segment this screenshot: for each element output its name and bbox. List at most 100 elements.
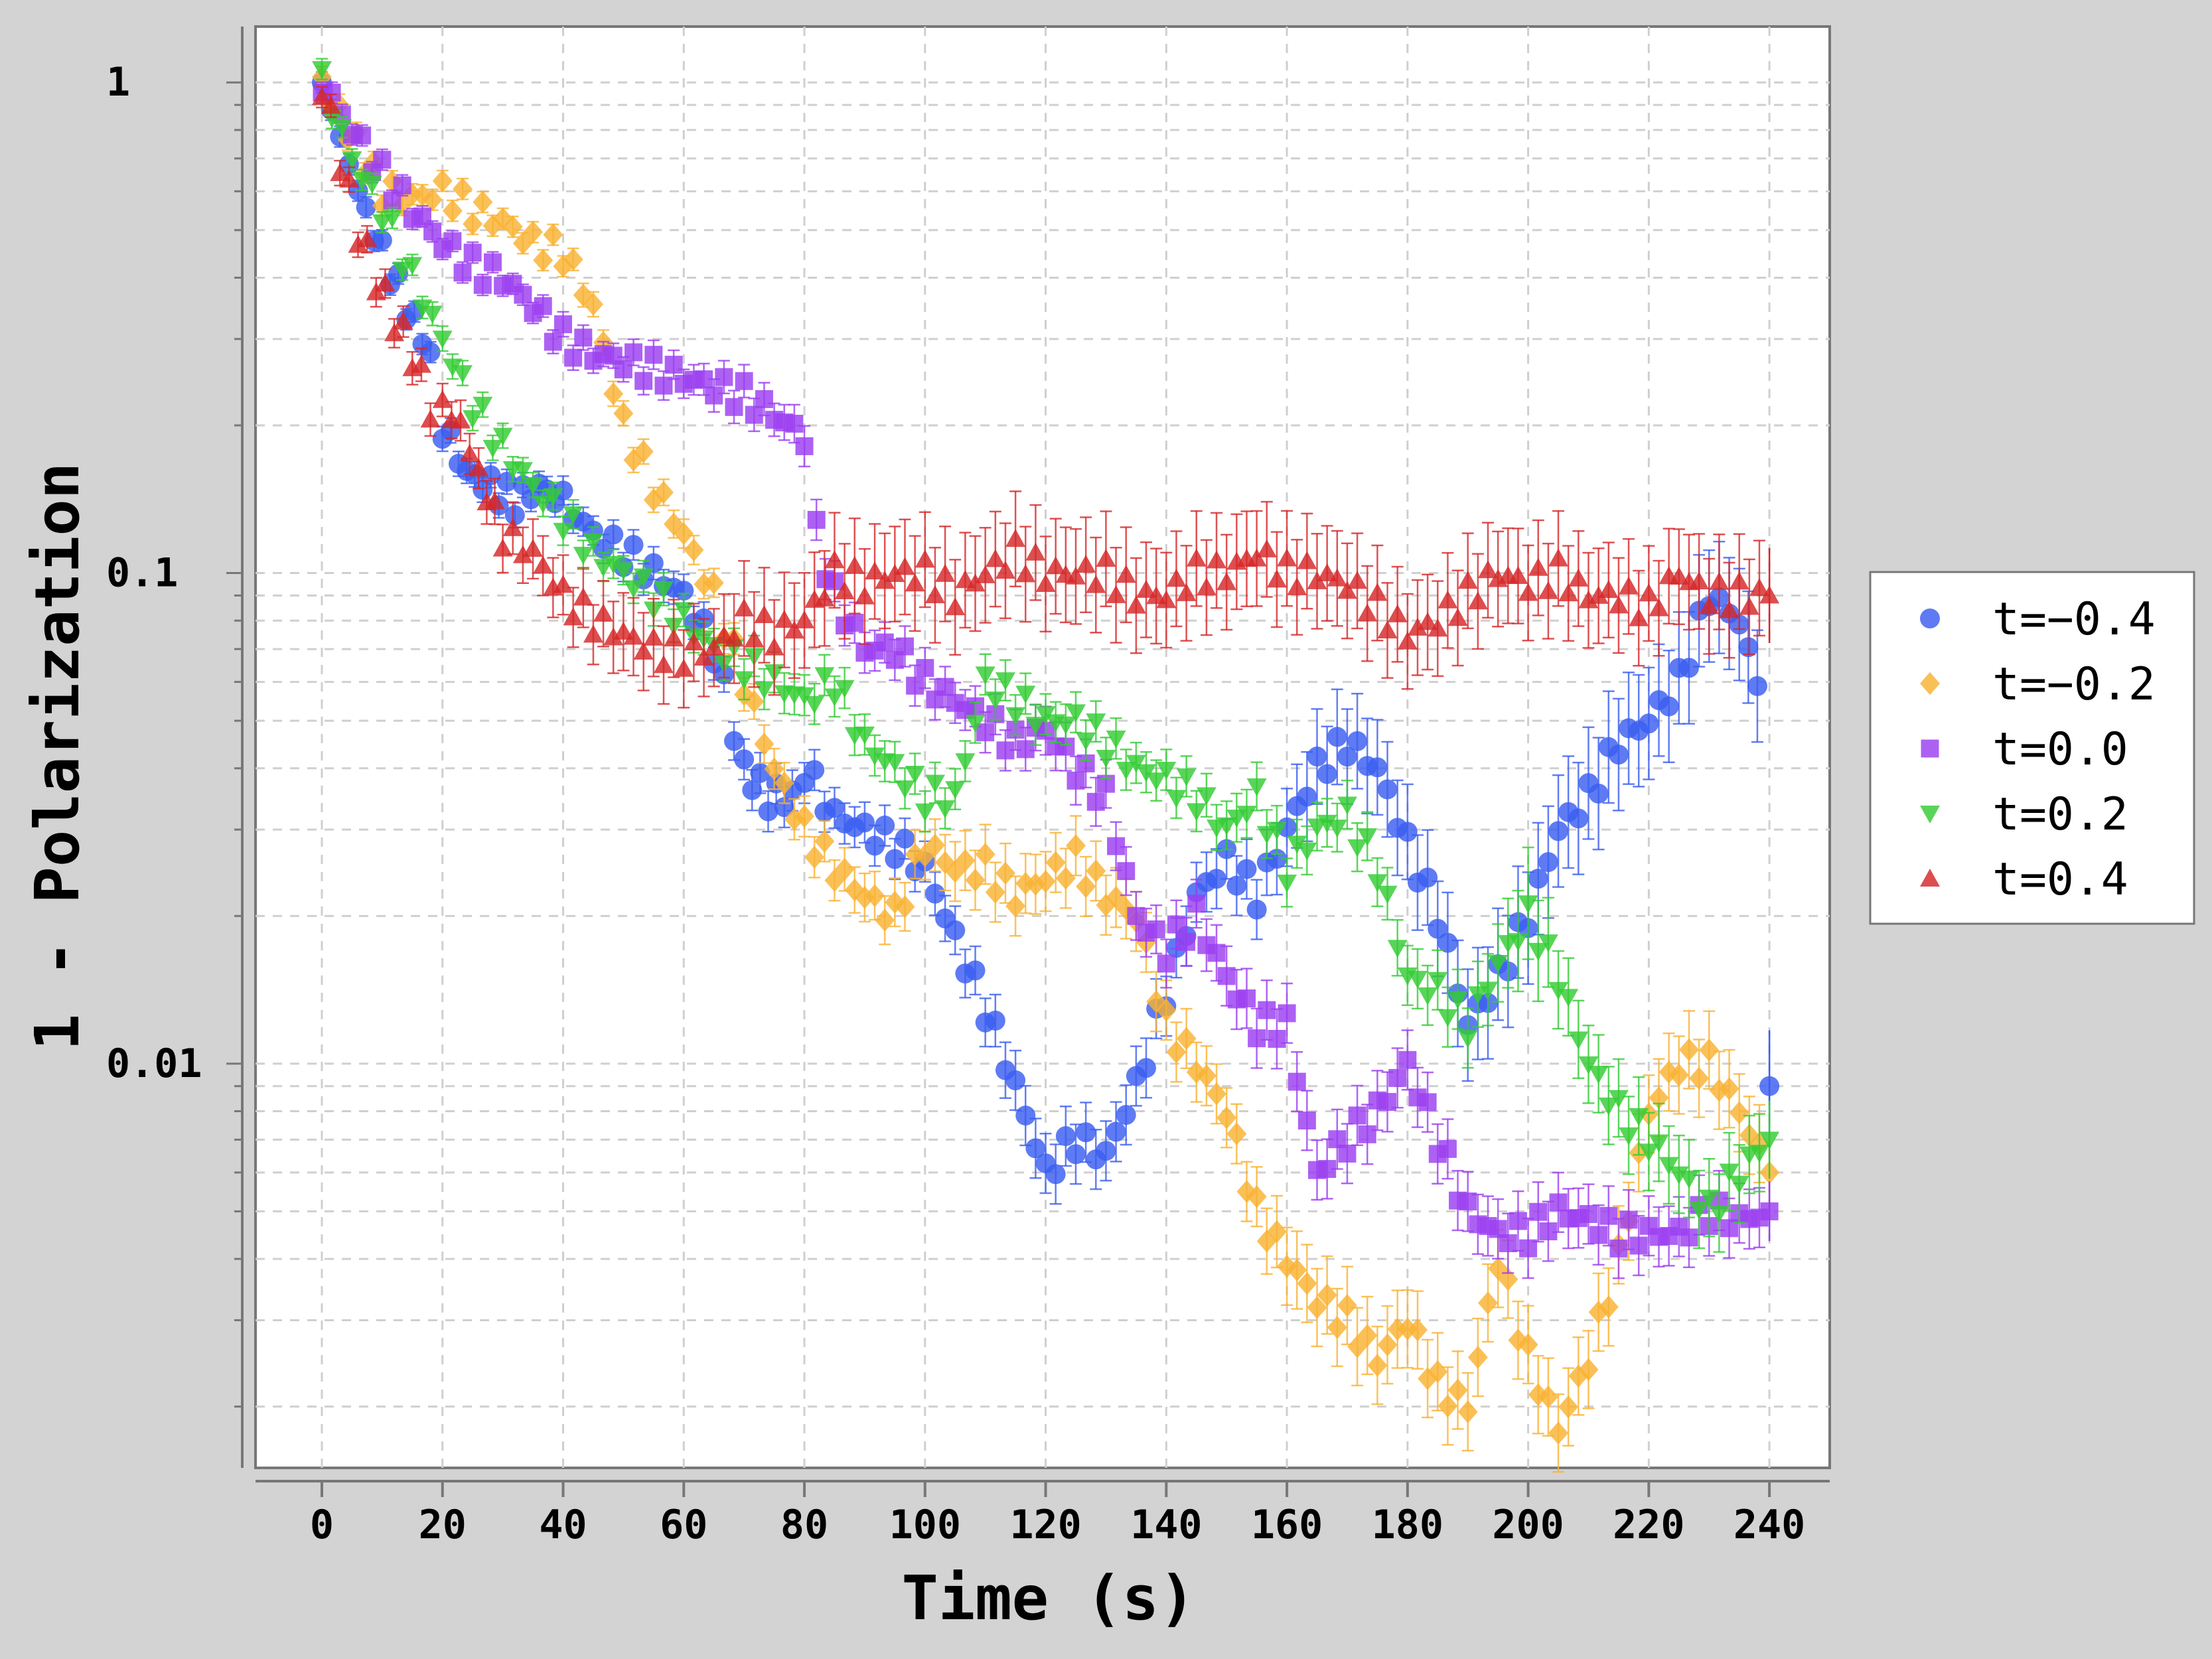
data-point	[754, 605, 774, 623]
data-point	[1096, 549, 1116, 567]
data-point	[1608, 745, 1629, 765]
data-point	[553, 522, 573, 541]
data-point	[735, 372, 753, 390]
data-point	[895, 780, 915, 799]
data-point	[1678, 1171, 1699, 1189]
data-point	[794, 687, 815, 705]
data-point	[1065, 834, 1086, 857]
data-point	[1528, 869, 1548, 889]
data-point	[1117, 862, 1136, 881]
data-point	[1196, 1064, 1217, 1088]
data-point	[774, 610, 794, 628]
data-point	[469, 458, 489, 476]
data-point	[1579, 1204, 1597, 1223]
data-point	[563, 506, 583, 525]
data-point	[924, 883, 945, 904]
data-point	[1598, 1295, 1619, 1319]
data-point	[924, 774, 945, 793]
data-point	[1166, 1041, 1187, 1064]
data-point	[603, 524, 624, 545]
data-point	[1268, 1029, 1286, 1048]
data-point	[1176, 768, 1197, 786]
data-point	[975, 666, 995, 685]
data-point	[1508, 933, 1528, 952]
data-point	[844, 555, 865, 574]
data-point	[1266, 822, 1287, 840]
data-point	[492, 427, 513, 446]
data-point	[1568, 568, 1589, 587]
data-point	[342, 151, 362, 170]
data-point	[1035, 574, 1056, 593]
y-tick-label: 1	[106, 59, 130, 106]
data-point	[1699, 1189, 1720, 1208]
data-point	[1457, 1400, 1478, 1423]
data-point	[905, 765, 925, 784]
data-point	[463, 410, 483, 429]
data-point	[583, 533, 603, 551]
data-point	[1127, 906, 1145, 925]
data-point	[1076, 732, 1096, 751]
data-point	[965, 573, 986, 592]
data-point	[1719, 1077, 1739, 1100]
data-point	[965, 869, 986, 892]
data-point	[1397, 822, 1418, 842]
y-axis-label: 1 - Polarization	[22, 463, 93, 1050]
data-point	[774, 771, 794, 795]
data-point	[432, 390, 453, 408]
data-point	[1649, 598, 1669, 616]
data-point	[1668, 1063, 1689, 1087]
data-point	[502, 518, 523, 536]
data-point	[1699, 596, 1720, 614]
data-point	[653, 581, 674, 599]
data-point	[483, 253, 502, 271]
x-tick-label: 40	[539, 1502, 587, 1548]
plot-background	[254, 25, 1831, 1469]
data-point	[420, 342, 441, 362]
data-point	[1287, 1258, 1307, 1282]
data-point	[1549, 1193, 1568, 1212]
data-point	[754, 733, 774, 756]
data-point	[1619, 576, 1639, 595]
legend-label: t=0.0	[1992, 723, 2128, 776]
data-point	[432, 330, 453, 349]
data-point	[1156, 999, 1177, 1022]
data-point	[924, 833, 945, 857]
data-point	[1237, 989, 1256, 1008]
data-point	[684, 632, 704, 651]
data-point	[625, 343, 643, 362]
data-point	[764, 637, 784, 656]
data-point	[1428, 1360, 1448, 1384]
data-point	[1598, 580, 1619, 599]
data-point	[1317, 764, 1337, 784]
data-point	[1428, 972, 1448, 990]
data-point	[1729, 571, 1749, 590]
data-point	[985, 881, 1005, 904]
data-point	[807, 510, 826, 529]
data-point	[1558, 583, 1579, 602]
data-point	[1719, 600, 1739, 618]
data-point	[1307, 571, 1327, 589]
x-tick-label: 80	[780, 1502, 828, 1548]
data-point	[1106, 886, 1126, 909]
x-axis-ticks: 0 20 40 60 80 100 120 140 160 180 200 220 240	[310, 1481, 1805, 1548]
data-point	[392, 261, 413, 280]
data-point	[1729, 1101, 1749, 1125]
data-point	[935, 563, 956, 582]
data-point	[1377, 1333, 1398, 1356]
data-point	[1187, 895, 1206, 913]
data-point	[1518, 1333, 1538, 1356]
data-point	[1196, 787, 1217, 806]
data-point	[1377, 620, 1398, 638]
data-point	[1478, 1291, 1499, 1315]
data-point	[1760, 1202, 1779, 1220]
data-point	[1076, 555, 1096, 573]
data-point	[1347, 571, 1368, 589]
data-point	[644, 346, 663, 364]
data-point	[985, 549, 1005, 567]
data-point	[1589, 1226, 1608, 1244]
data-point	[715, 368, 733, 386]
data-point	[420, 409, 441, 428]
legend-label: t=−0.4	[1992, 593, 2156, 646]
data-point	[512, 545, 533, 563]
